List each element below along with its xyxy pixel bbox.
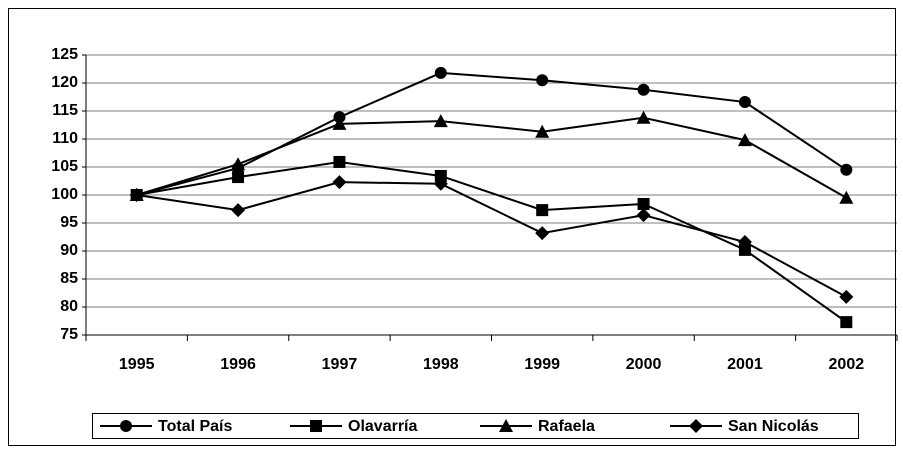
legend-label: Olavarría xyxy=(348,418,417,435)
y-tick-label: 105 xyxy=(51,158,78,175)
y-tick-label: 120 xyxy=(51,74,78,91)
x-tick-label: 1997 xyxy=(322,356,358,373)
marker xyxy=(689,419,703,433)
x-tick-label: 1996 xyxy=(220,356,256,373)
series-line xyxy=(136,160,847,323)
marker xyxy=(536,204,549,217)
marker xyxy=(535,124,550,138)
marker xyxy=(840,163,853,176)
y-tick-label: 80 xyxy=(60,298,78,315)
marker xyxy=(636,208,651,223)
series-line xyxy=(136,116,847,199)
marker xyxy=(333,155,346,168)
marker xyxy=(737,235,752,250)
marker xyxy=(310,420,322,432)
x-tick-label: 1999 xyxy=(524,356,560,373)
x-tick-label: 1998 xyxy=(423,356,459,373)
y-tick-label: 95 xyxy=(60,214,78,231)
y-tick-label: 115 xyxy=(52,102,78,119)
marker xyxy=(536,74,549,87)
marker xyxy=(839,289,854,304)
marker xyxy=(737,133,752,147)
legend-label: Rafaela xyxy=(538,418,595,435)
marker xyxy=(637,197,650,210)
marker xyxy=(231,203,246,218)
x-tick-label: 2000 xyxy=(626,356,662,373)
y-tick-label: 75 xyxy=(60,326,78,343)
y-tick-label: 100 xyxy=(51,186,78,203)
marker xyxy=(738,96,751,109)
marker xyxy=(231,157,246,171)
legend-label: Total País xyxy=(158,418,232,435)
x-tick-label: 1995 xyxy=(119,356,155,373)
x-tick-label: 2001 xyxy=(727,356,763,373)
marker xyxy=(434,169,447,182)
marker xyxy=(738,243,751,256)
marker xyxy=(499,419,513,432)
marker xyxy=(840,316,853,329)
marker xyxy=(332,116,347,130)
marker xyxy=(332,175,347,190)
marker xyxy=(839,190,854,204)
y-tick-label: 125 xyxy=(51,46,78,63)
y-tick-label: 110 xyxy=(52,130,78,147)
series-line xyxy=(136,181,847,298)
series-line xyxy=(136,71,847,196)
marker xyxy=(636,110,651,124)
marker xyxy=(535,226,550,241)
marker xyxy=(120,420,132,432)
x-tick-label: 2002 xyxy=(829,356,865,373)
marker xyxy=(232,171,245,184)
chart-frame xyxy=(8,8,896,446)
marker xyxy=(129,188,144,202)
marker xyxy=(637,83,650,96)
marker xyxy=(433,114,448,128)
legend-label: San Nicolás xyxy=(728,418,819,435)
y-tick-label: 85 xyxy=(60,270,78,287)
legend-box xyxy=(92,413,859,439)
y-tick-label: 90 xyxy=(60,242,78,259)
marker xyxy=(433,176,448,191)
marker xyxy=(434,66,447,79)
